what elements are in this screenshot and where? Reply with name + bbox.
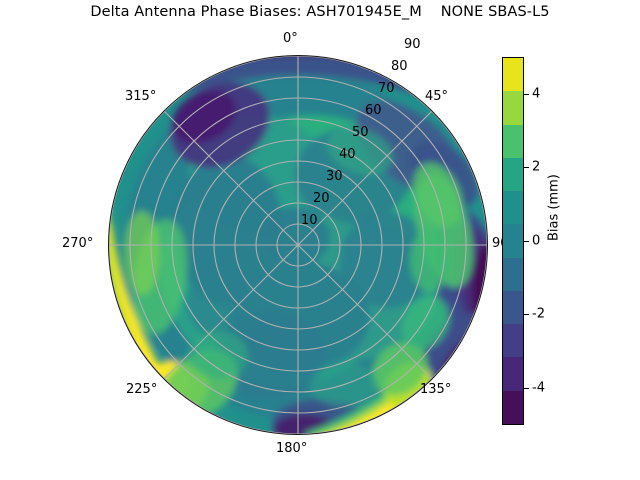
colorbar-tick-2 <box>524 167 529 169</box>
colorbar-band-9 <box>503 357 523 391</box>
angular-label-0: 0° <box>283 31 298 46</box>
radial-label-70: 70 <box>378 81 395 96</box>
colorbar-band-1 <box>503 91 523 125</box>
radial-label-30: 30 <box>326 169 343 184</box>
polar-plot: 0° 45° 90 135° 180° 225° 270° 315° 10 20… <box>62 31 509 456</box>
angular-label-135: 135° <box>420 382 452 397</box>
radial-label-80: 80 <box>391 59 408 74</box>
polar-data-area <box>108 55 488 435</box>
radial-label-90: 90 <box>404 37 421 52</box>
colorbar-ticklabel-0: 0 <box>532 233 541 249</box>
colorbar-ticklabel-2: 2 <box>532 159 541 175</box>
colorbar-band-3 <box>503 157 523 192</box>
angular-label-225: 225° <box>126 382 158 397</box>
angular-label-315: 315° <box>125 89 157 104</box>
colorbar-tick-n4 <box>524 388 529 390</box>
colorbar: 4 2 0 -2 -4 Bias (mm) <box>502 57 622 429</box>
colorbar-band-6 <box>503 257 523 291</box>
colorbar-band-4 <box>503 191 523 225</box>
colorbar-band-5 <box>503 224 523 258</box>
angular-label-270: 270° <box>62 236 94 251</box>
colorbar-ticklabel-4: 4 <box>532 86 541 102</box>
polar-gridlines <box>108 55 488 435</box>
figure-title: Delta Antenna Phase Biases: ASH701945E_M… <box>90 4 550 20</box>
colorbar-gradient <box>502 57 524 425</box>
radial-label-20: 20 <box>313 191 330 206</box>
radial-label-40: 40 <box>339 147 356 162</box>
colorbar-tick-0 <box>524 241 529 243</box>
angular-label-180: 180° <box>276 441 308 456</box>
colorbar-band-7 <box>503 290 523 325</box>
colorbar-band-0 <box>503 58 523 92</box>
colorbar-ticklabel-n2: -2 <box>532 306 545 322</box>
colorbar-label: Bias (mm) <box>546 174 562 241</box>
colorbar-band-10 <box>503 390 523 424</box>
colorbar-tick-4 <box>524 94 529 96</box>
colorbar-band-8 <box>503 324 523 358</box>
radial-label-10: 10 <box>301 213 318 228</box>
colorbar-band-2 <box>503 124 523 158</box>
radial-label-50: 50 <box>352 125 369 140</box>
colorbar-tick-n2 <box>524 314 529 316</box>
colorbar-ticklabel-n4: -4 <box>532 380 545 396</box>
angular-label-45: 45° <box>425 89 449 104</box>
radial-label-60: 60 <box>365 103 382 118</box>
